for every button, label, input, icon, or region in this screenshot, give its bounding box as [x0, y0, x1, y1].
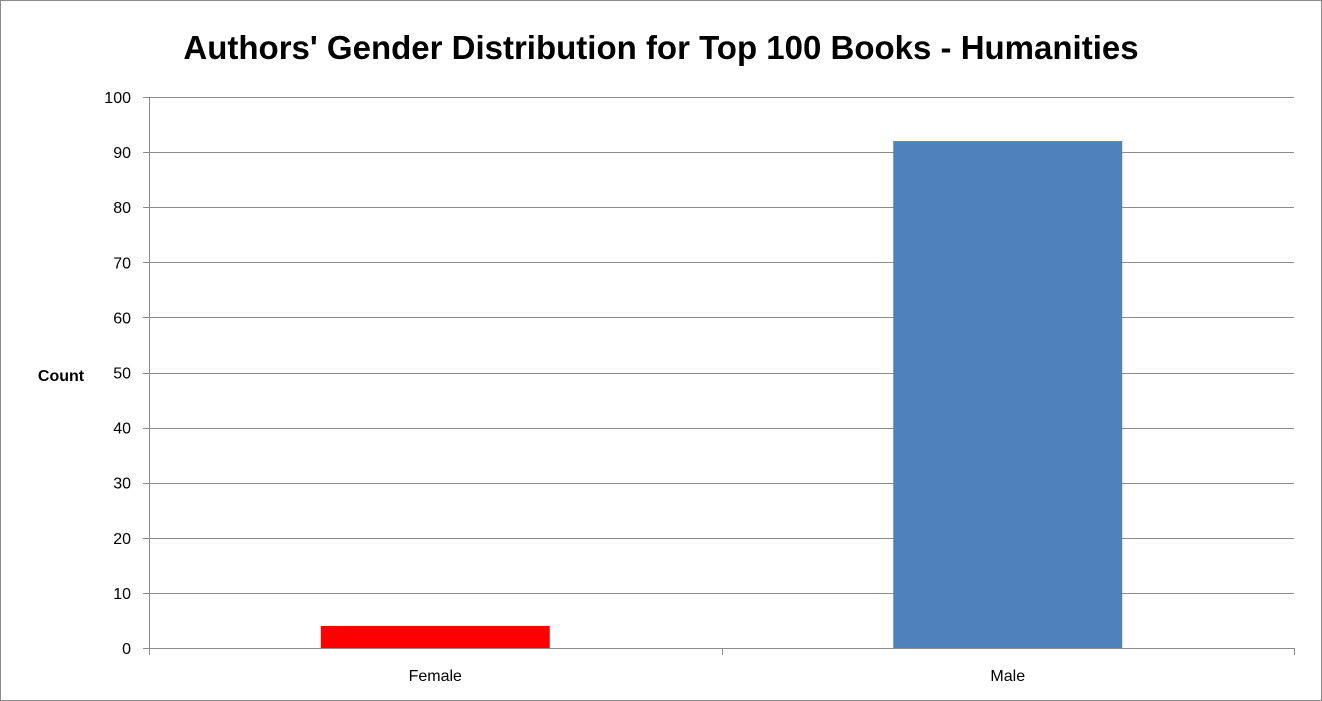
axes: [149, 97, 1295, 655]
y-tick-labels: 0 10 20 30 40 50 60 70 80 90 100: [104, 90, 131, 658]
chart-title: Authors' Gender Distribution for Top 100…: [183, 29, 1138, 66]
x-tick-label: Female: [409, 668, 462, 685]
y-tick-label: 40: [113, 421, 131, 438]
y-tick-label: 100: [104, 90, 131, 107]
y-tick-label: 80: [113, 200, 131, 217]
bars: [320, 141, 1123, 648]
y-tick-label: 60: [113, 310, 131, 327]
y-tick-label: 70: [113, 255, 131, 272]
bar-male: [893, 141, 1123, 648]
y-tick-label: 50: [113, 366, 131, 383]
y-tick-label: 10: [113, 586, 131, 603]
y-tick-label: 30: [113, 476, 131, 493]
bar-female: [320, 625, 550, 648]
y-tick-label: 90: [113, 145, 131, 162]
y-tick-label: 20: [113, 531, 131, 548]
y-tick-label: 0: [122, 641, 131, 658]
y-axis-label: Count: [38, 368, 85, 385]
x-tick-labels: Female Male: [409, 668, 1026, 685]
x-tick-label: Male: [990, 668, 1025, 685]
